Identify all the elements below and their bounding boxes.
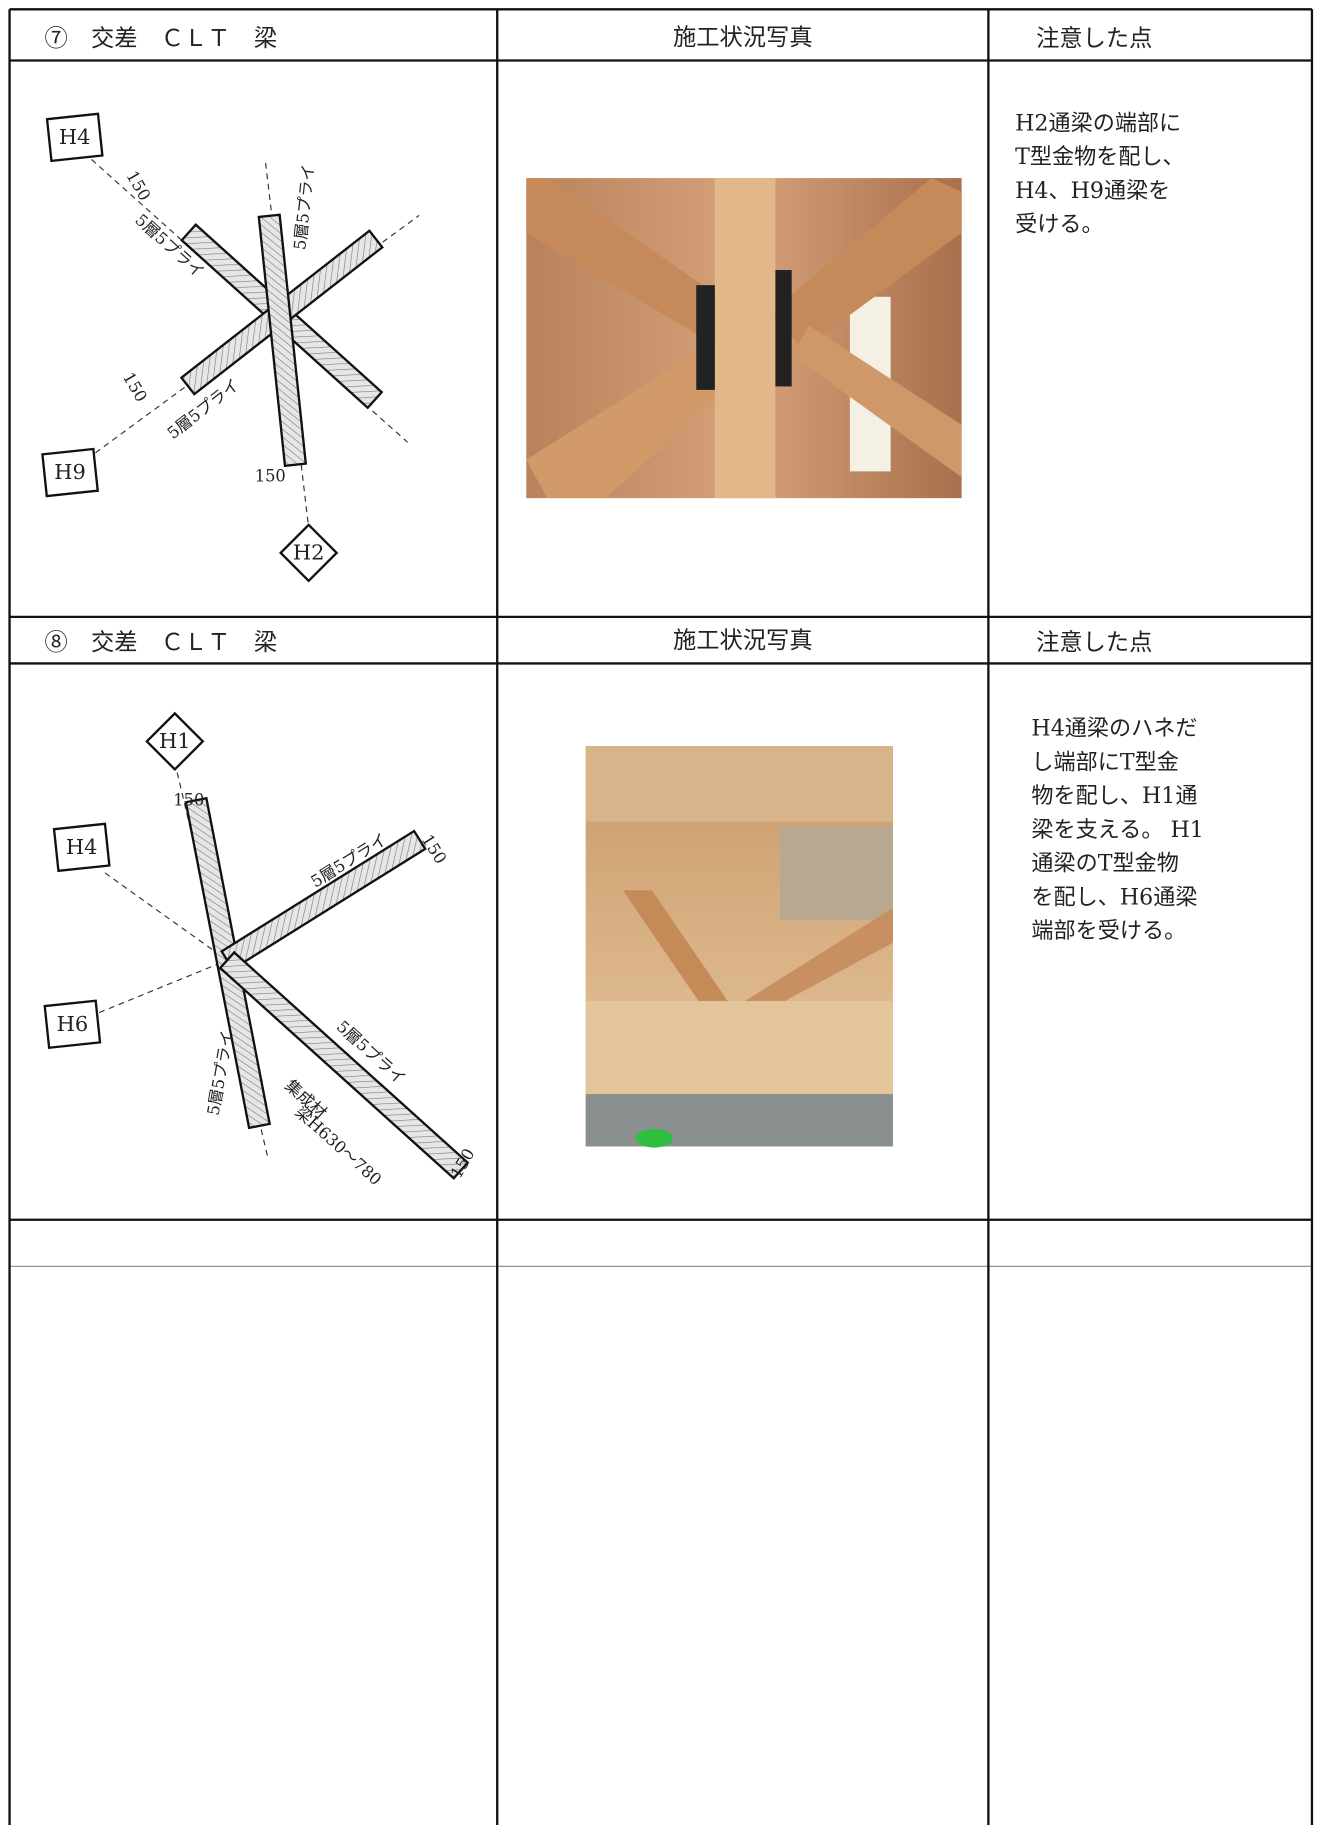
note-line: し端部にT型金 xyxy=(1031,749,1178,775)
diagram: H4 H9 H2 150 150 150 5層5プライ 5層5プライ 5層5プラ… xyxy=(41,112,420,583)
note-line: 物を配し、H1通 xyxy=(1031,783,1197,809)
ply-label: 5層5プライ xyxy=(204,1029,238,1117)
notes-header: 注意した点 xyxy=(1036,25,1152,52)
diagram: H1 H4 H6 150 150 150 5層5プライ 5層5プライ 5層5プラ… xyxy=(43,711,479,1189)
section-title: ⑦ 交差 ＣＬＴ 梁 xyxy=(44,25,277,52)
note-line: 受ける。 xyxy=(1015,212,1103,238)
note-line: 通梁のT型金物 xyxy=(1031,851,1178,877)
note-line: H4通梁のハネだ xyxy=(1031,716,1197,742)
node-label: H1 xyxy=(159,729,191,753)
note-line: T型金物を配し、 xyxy=(1015,144,1185,170)
note-line: 梁を支える。 H1 xyxy=(1031,817,1203,843)
section-title: ⑧ 交差 ＣＬＴ 梁 xyxy=(44,629,277,656)
node-label: H2 xyxy=(293,541,325,565)
dimension: 150 xyxy=(122,168,154,204)
node-label: H6 xyxy=(57,1012,89,1036)
photo xyxy=(585,746,893,1148)
photo xyxy=(526,178,962,499)
notes: H4通梁のハネだ し端部にT型金 物を配し、H1通 梁を支える。 H1 通梁のT… xyxy=(1031,716,1203,945)
table-grid xyxy=(8,8,1314,1825)
photo-header: 施工状況写真 xyxy=(673,24,813,51)
note-line: 端部を受ける。 xyxy=(1031,918,1186,944)
note-line: H2通梁の端部に xyxy=(1015,110,1181,136)
ply-label: 5層5プライ xyxy=(290,163,318,250)
note-line: H4、H9通梁を xyxy=(1015,178,1170,204)
node-label: H4 xyxy=(66,835,98,859)
dimension: 150 xyxy=(119,369,151,405)
glulam-label: 梁H630～780 xyxy=(292,1102,386,1189)
node-label: H9 xyxy=(54,460,86,484)
notes-header: 注意した点 xyxy=(1036,629,1152,656)
node-label: H4 xyxy=(59,125,91,149)
dimension: 150 xyxy=(255,467,286,486)
notes: H2通梁の端部に T型金物を配し、 H4、H9通梁を 受ける。 xyxy=(1015,110,1185,237)
photo-header: 施工状況写真 xyxy=(673,627,813,654)
note-line: を配し、H6通梁 xyxy=(1031,884,1197,910)
dimension: 150 xyxy=(173,790,204,809)
